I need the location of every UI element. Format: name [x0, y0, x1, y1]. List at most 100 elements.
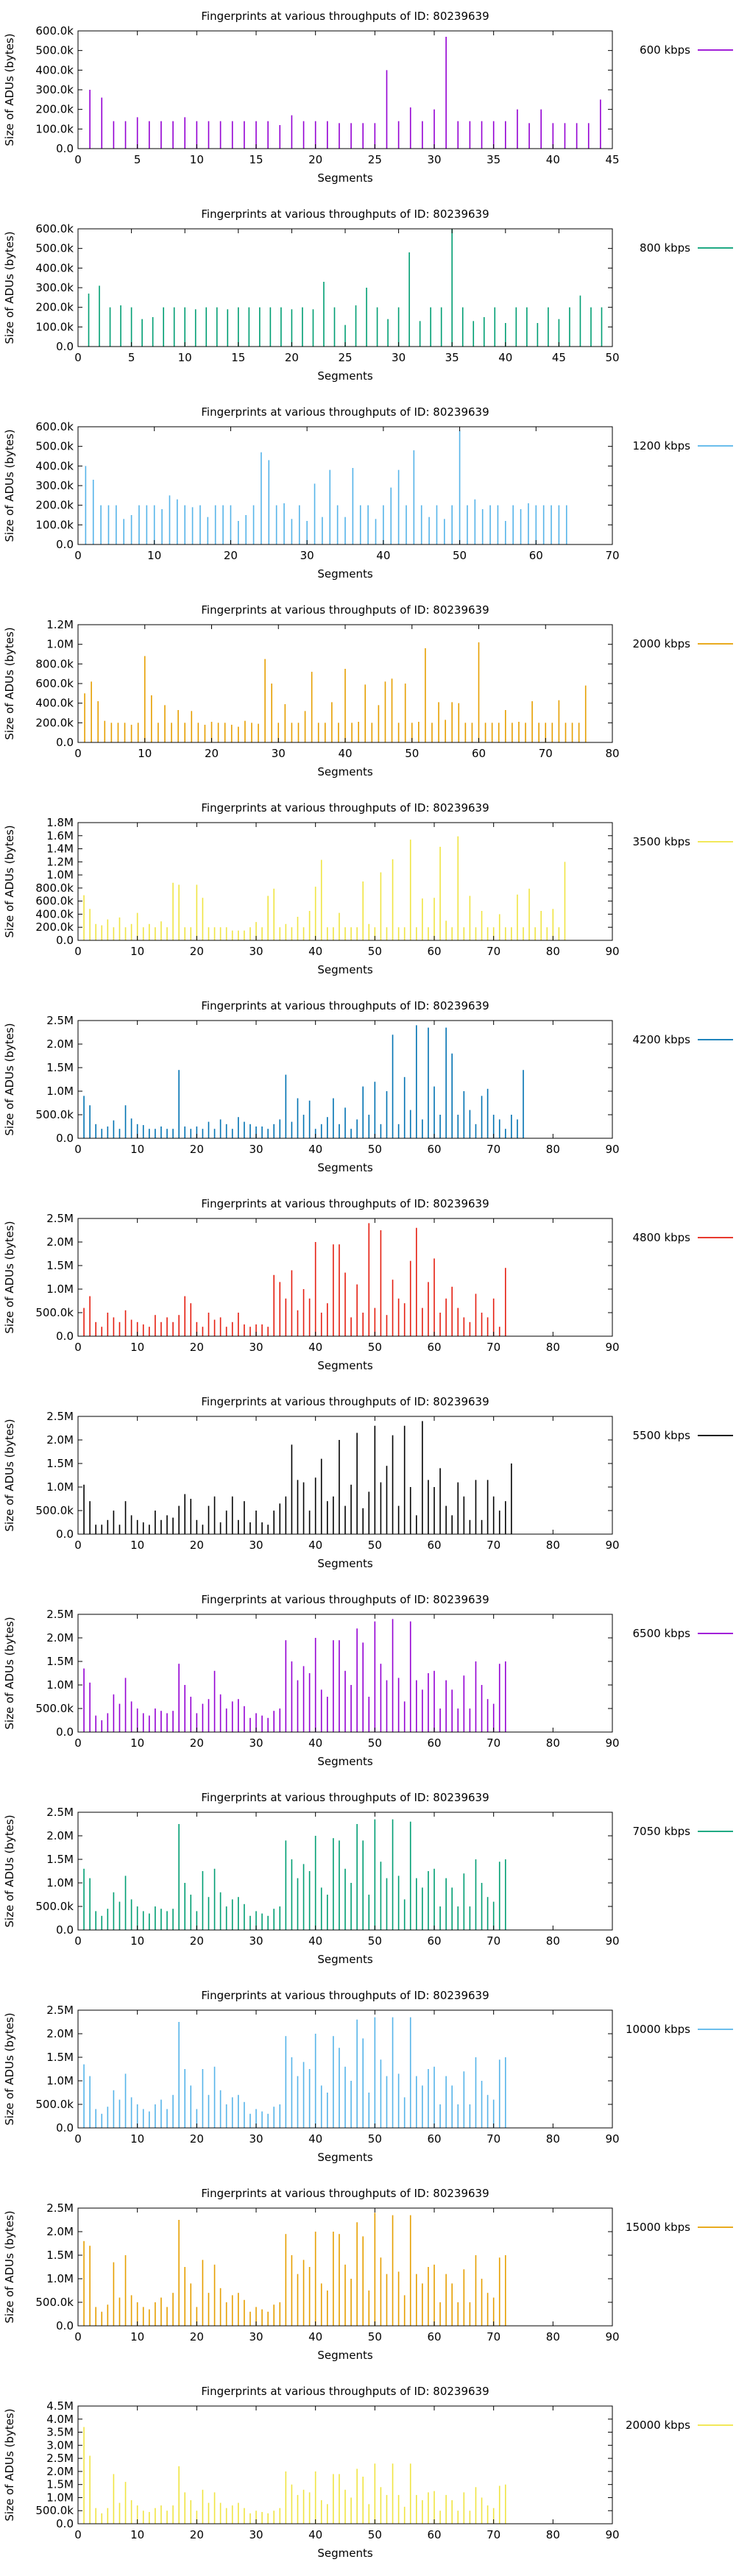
y-tick-label: 200.0k — [35, 499, 74, 512]
bar-group — [83, 2017, 506, 2128]
x-tick-label: 0 — [74, 1341, 82, 1354]
y-tick-label: 1.0M — [46, 2491, 74, 2504]
x-tick-label: 50 — [453, 549, 467, 562]
x-tick-label: 10 — [130, 1341, 144, 1354]
x-tick-label: 60 — [427, 1539, 441, 1552]
chart-panel: Fingerprints at various throughputs of I… — [0, 1188, 736, 1385]
x-tick-label: 90 — [605, 1934, 619, 1948]
x-tick-label: 30 — [249, 1539, 263, 1552]
chart-title: Fingerprints at various throughputs of I… — [201, 999, 489, 1012]
y-tick-label: 2.5M — [46, 2004, 74, 2017]
x-axis-label: Segments — [317, 171, 373, 185]
y-tick-label: 1.0M — [46, 638, 74, 651]
y-tick-label: 0.0 — [56, 736, 74, 749]
bar-group — [84, 642, 587, 742]
x-tick-label: 50 — [368, 1143, 382, 1156]
legend-label: 800 kbps — [640, 241, 690, 255]
y-tick-label: 0.0 — [56, 1923, 74, 1937]
y-tick-label: 0.0 — [56, 2319, 74, 2332]
bar-group — [83, 1223, 506, 1336]
y-tick-label: 500.0k — [35, 1900, 74, 1913]
x-axis-label: Segments — [317, 2349, 373, 2362]
x-tick-label: 50 — [368, 1934, 382, 1948]
plot-frame — [77, 1218, 613, 1337]
bar-group — [83, 1421, 512, 1534]
y-tick-label: 1.5M — [46, 2249, 74, 2262]
chart-title: Fingerprints at various throughputs of I… — [201, 1791, 489, 1804]
plot-frame — [77, 2207, 613, 2327]
x-tick-label: 30 — [249, 1934, 263, 1948]
x-tick-label: 20 — [190, 2330, 204, 2343]
x-tick-label: 50 — [405, 747, 419, 760]
x-tick-label: 70 — [486, 945, 500, 958]
y-tick-label: 400.0k — [35, 261, 74, 274]
x-tick-label: 80 — [546, 1143, 560, 1156]
chart-svg: Fingerprints at various throughputs of I… — [3, 999, 733, 1174]
y-axis-label: Size of ADUs (bytes) — [3, 1814, 16, 1927]
bar-group — [88, 229, 603, 347]
x-tick-label: 40 — [376, 549, 390, 562]
legend-label: 15000 kbps — [626, 2221, 690, 2234]
x-tick-label: 30 — [300, 549, 314, 562]
x-tick-label: 30 — [249, 945, 263, 958]
x-tick-label: 10 — [130, 2528, 144, 2541]
chart-title: Fingerprints at various throughputs of I… — [201, 1593, 489, 1606]
y-tick-label: 2.0M — [46, 2027, 74, 2040]
x-tick-label: 45 — [605, 153, 619, 166]
x-tick-label: 0 — [74, 2330, 82, 2343]
y-axis-label: Size of ADUs (bytes) — [3, 429, 16, 542]
chart-panel: Fingerprints at various throughputs of I… — [0, 792, 736, 990]
plot-frame — [77, 1416, 613, 1535]
y-tick-label: 2.5M — [46, 2201, 74, 2215]
plot-frame — [77, 2405, 613, 2524]
y-axis-label: Size of ADUs (bytes) — [3, 2210, 16, 2323]
x-axis-label: Segments — [317, 963, 373, 976]
y-tick-label: 1.4M — [46, 842, 74, 856]
x-tick-label: 20 — [190, 1934, 204, 1948]
x-tick-label: 90 — [605, 2132, 619, 2146]
y-tick-label: 300.0k — [35, 281, 74, 294]
chart-panel: Fingerprints at various throughputs of I… — [0, 396, 736, 594]
x-tick-label: 70 — [486, 1934, 500, 1948]
chart-svg: Fingerprints at various throughputs of I… — [3, 1593, 733, 1768]
y-axis-label: Size of ADUs (bytes) — [3, 825, 16, 937]
y-tick-label: 1.2M — [46, 618, 74, 631]
x-axis-label: Segments — [317, 1953, 373, 1966]
y-tick-label: 2.0M — [46, 1433, 74, 1447]
legend-label: 2000 kbps — [633, 637, 691, 650]
y-tick-label: 400.0k — [35, 63, 74, 77]
chart-panel: Fingerprints at various throughputs of I… — [0, 2375, 736, 2573]
y-tick-label: 2.0M — [46, 2225, 74, 2238]
y-tick-label: 300.0k — [35, 479, 74, 492]
x-axis-label: Segments — [317, 567, 373, 581]
y-tick-label: 1.0M — [46, 2074, 74, 2087]
bar-group — [83, 1025, 524, 1138]
x-tick-label: 5 — [134, 153, 141, 166]
chart-title: Fingerprints at various throughputs of I… — [201, 207, 489, 221]
x-tick-label: 30 — [249, 1341, 263, 1354]
y-tick-label: 2.0M — [46, 1829, 74, 1842]
chart-svg: Fingerprints at various throughputs of I… — [3, 207, 733, 383]
x-tick-label: 70 — [486, 1341, 500, 1354]
chart-panel: Fingerprints at various throughputs of I… — [0, 0, 736, 198]
y-tick-label: 500.0k — [35, 44, 74, 57]
x-tick-label: 40 — [338, 747, 352, 760]
chart-svg: Fingerprints at various throughputs of I… — [3, 2385, 733, 2560]
x-tick-label: 40 — [308, 1143, 322, 1156]
chart-title: Fingerprints at various throughputs of I… — [201, 1989, 489, 2002]
y-axis-label: Size of ADUs (bytes) — [3, 1023, 16, 1135]
y-tick-label: 200.0k — [35, 103, 74, 116]
chart-panel: Fingerprints at various throughputs of I… — [0, 1781, 736, 1979]
bar-group — [83, 2427, 506, 2524]
x-tick-label: 60 — [427, 1736, 441, 1750]
y-tick-label: 500.0k — [35, 2504, 74, 2517]
y-axis-label: Size of ADUs (bytes) — [3, 231, 16, 344]
y-tick-label: 100.0k — [35, 320, 74, 333]
x-tick-label: 70 — [486, 1539, 500, 1552]
chart-panel: Fingerprints at various throughputs of I… — [0, 1583, 736, 1781]
x-tick-label: 30 — [249, 2132, 263, 2146]
x-tick-label: 60 — [427, 2132, 441, 2146]
plot-frame — [77, 822, 613, 941]
chart-title: Fingerprints at various throughputs of I… — [201, 10, 489, 23]
x-tick-label: 40 — [546, 153, 560, 166]
